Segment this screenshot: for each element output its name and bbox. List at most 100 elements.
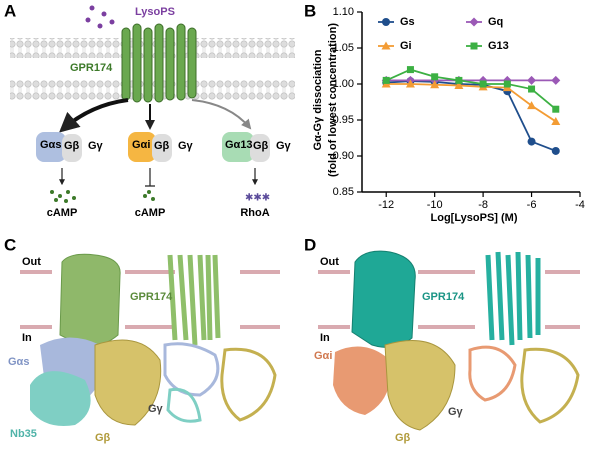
gbeta-density bbox=[94, 339, 162, 426]
output-label: cAMP bbox=[135, 207, 166, 219]
output-label: cAMP bbox=[47, 207, 78, 219]
point bbox=[527, 137, 536, 146]
out-label: Out bbox=[320, 256, 339, 268]
rhoa-stars: ✱✱✱ bbox=[245, 193, 270, 204]
in-label: In bbox=[22, 332, 32, 344]
y-axis-title: (fold of lowest concentration) bbox=[327, 23, 339, 177]
point bbox=[527, 101, 537, 110]
point bbox=[405, 79, 415, 88]
panel-label: D bbox=[304, 235, 316, 254]
protein-label: Gβ bbox=[64, 140, 80, 152]
legend-label: Gi bbox=[400, 40, 412, 52]
x-tick-label: -6 bbox=[527, 199, 537, 211]
legend-marker bbox=[469, 17, 479, 27]
point bbox=[528, 85, 536, 93]
gbeta-ribbon bbox=[520, 347, 580, 424]
y-tick-label: 0.90 bbox=[333, 150, 354, 162]
galpha-ribbon bbox=[163, 342, 220, 397]
receptor-label: GPR174 bbox=[130, 291, 173, 303]
protein-label: Gβ bbox=[154, 140, 170, 152]
point bbox=[551, 75, 561, 85]
legend-marker bbox=[382, 18, 390, 26]
panel-b: B Gα-Gγ dissociation (fold of lowest con… bbox=[304, 1, 585, 223]
galpha-density bbox=[333, 346, 391, 415]
gbeta-label: Gβ bbox=[95, 432, 111, 444]
y-tick-label: 1.10 bbox=[333, 6, 354, 18]
series-line bbox=[385, 68, 557, 110]
protein-label: Gα13 bbox=[225, 139, 253, 151]
legend-label: Gq bbox=[488, 16, 503, 28]
protein-label: Gαi bbox=[132, 139, 150, 151]
x-tick-label: -12 bbox=[378, 199, 394, 211]
camp-dots bbox=[50, 190, 155, 203]
y-tick-label: 0.85 bbox=[333, 186, 354, 198]
point bbox=[552, 105, 560, 113]
arrow bbox=[191, 99, 252, 130]
x-tick-label: -8 bbox=[478, 199, 488, 211]
protein-label: Gγ bbox=[276, 140, 292, 152]
gbeta-ribbon bbox=[220, 347, 277, 422]
out-label: Out bbox=[22, 256, 41, 268]
ligand-dots bbox=[85, 5, 115, 29]
point bbox=[455, 76, 463, 84]
point bbox=[479, 80, 487, 88]
legend-marker bbox=[470, 42, 478, 50]
point bbox=[551, 146, 560, 155]
ligand-label: LysoPS bbox=[135, 6, 175, 18]
point bbox=[454, 80, 464, 89]
ggamma-label: Gγ bbox=[148, 403, 164, 415]
y-tick-label: 1.00 bbox=[333, 78, 354, 90]
panel-a: A LysoPS GPR174 Gαs Gβ Gγ Gαi Gβ Gγ Gα13… bbox=[4, 1, 295, 219]
receptor-density bbox=[59, 253, 121, 347]
gbeta-density bbox=[384, 340, 456, 431]
receptor-label: GPR174 bbox=[70, 62, 113, 74]
protein-label: Gγ bbox=[178, 140, 194, 152]
panel-label: B bbox=[304, 1, 316, 20]
nb35-density bbox=[30, 371, 91, 426]
x-axis-title: Log[LysoPS] (M) bbox=[431, 212, 518, 224]
gs-complex: Gαs Gβ Gγ bbox=[36, 132, 104, 162]
nb35-ribbon bbox=[166, 387, 202, 423]
point bbox=[527, 75, 537, 85]
panel-label: C bbox=[4, 235, 16, 254]
y-tick-label: 0.95 bbox=[333, 114, 354, 126]
protein-label: Gγ bbox=[88, 140, 104, 152]
panel-label: A bbox=[4, 1, 16, 20]
x-tick-label: -10 bbox=[427, 199, 443, 211]
output-label: RhoA bbox=[240, 207, 269, 219]
point bbox=[503, 80, 511, 88]
point bbox=[551, 116, 561, 125]
membrane-lines bbox=[318, 270, 580, 329]
receptor-label: GPR174 bbox=[422, 291, 465, 303]
protein-label: Gβ bbox=[253, 140, 269, 152]
panel-c: C Out In GPR174 Gαs Nb35 Gβ Gγ bbox=[4, 235, 280, 444]
ggamma-label: Gγ bbox=[448, 406, 464, 418]
gbeta-label: Gβ bbox=[395, 432, 411, 444]
y-axis-title: Gα-Gγ dissociation bbox=[312, 49, 324, 150]
galpha-label: Gαi bbox=[314, 350, 332, 362]
point bbox=[430, 80, 440, 89]
inhibit bbox=[145, 168, 155, 187]
g13-complex: Gα13 Gβ Gγ bbox=[222, 132, 292, 162]
legend-label: Gs bbox=[400, 16, 415, 28]
protein-label: Gαs bbox=[40, 139, 61, 151]
receptor bbox=[121, 23, 197, 103]
receptor-density bbox=[351, 250, 416, 348]
nb35-label: Nb35 bbox=[10, 428, 37, 440]
membrane-lines bbox=[20, 270, 280, 329]
legend-marker bbox=[381, 41, 391, 50]
galpha-ribbon bbox=[468, 345, 517, 402]
series-line bbox=[386, 83, 557, 123]
point bbox=[406, 66, 414, 74]
receptor-ribbon bbox=[167, 254, 221, 346]
panel-d: D Out In GPR174 Gαi Gγ Gβ bbox=[304, 235, 580, 444]
gi-complex: Gαi Gβ Gγ bbox=[128, 132, 194, 162]
point bbox=[431, 73, 439, 81]
arrow bbox=[59, 98, 129, 133]
x-tick-label: -4 bbox=[575, 199, 585, 211]
y-tick-label: 1.05 bbox=[333, 42, 354, 54]
in-label: In bbox=[320, 332, 330, 344]
galpha-label: Gαs bbox=[8, 356, 29, 368]
receptor-ribbon bbox=[485, 251, 541, 346]
